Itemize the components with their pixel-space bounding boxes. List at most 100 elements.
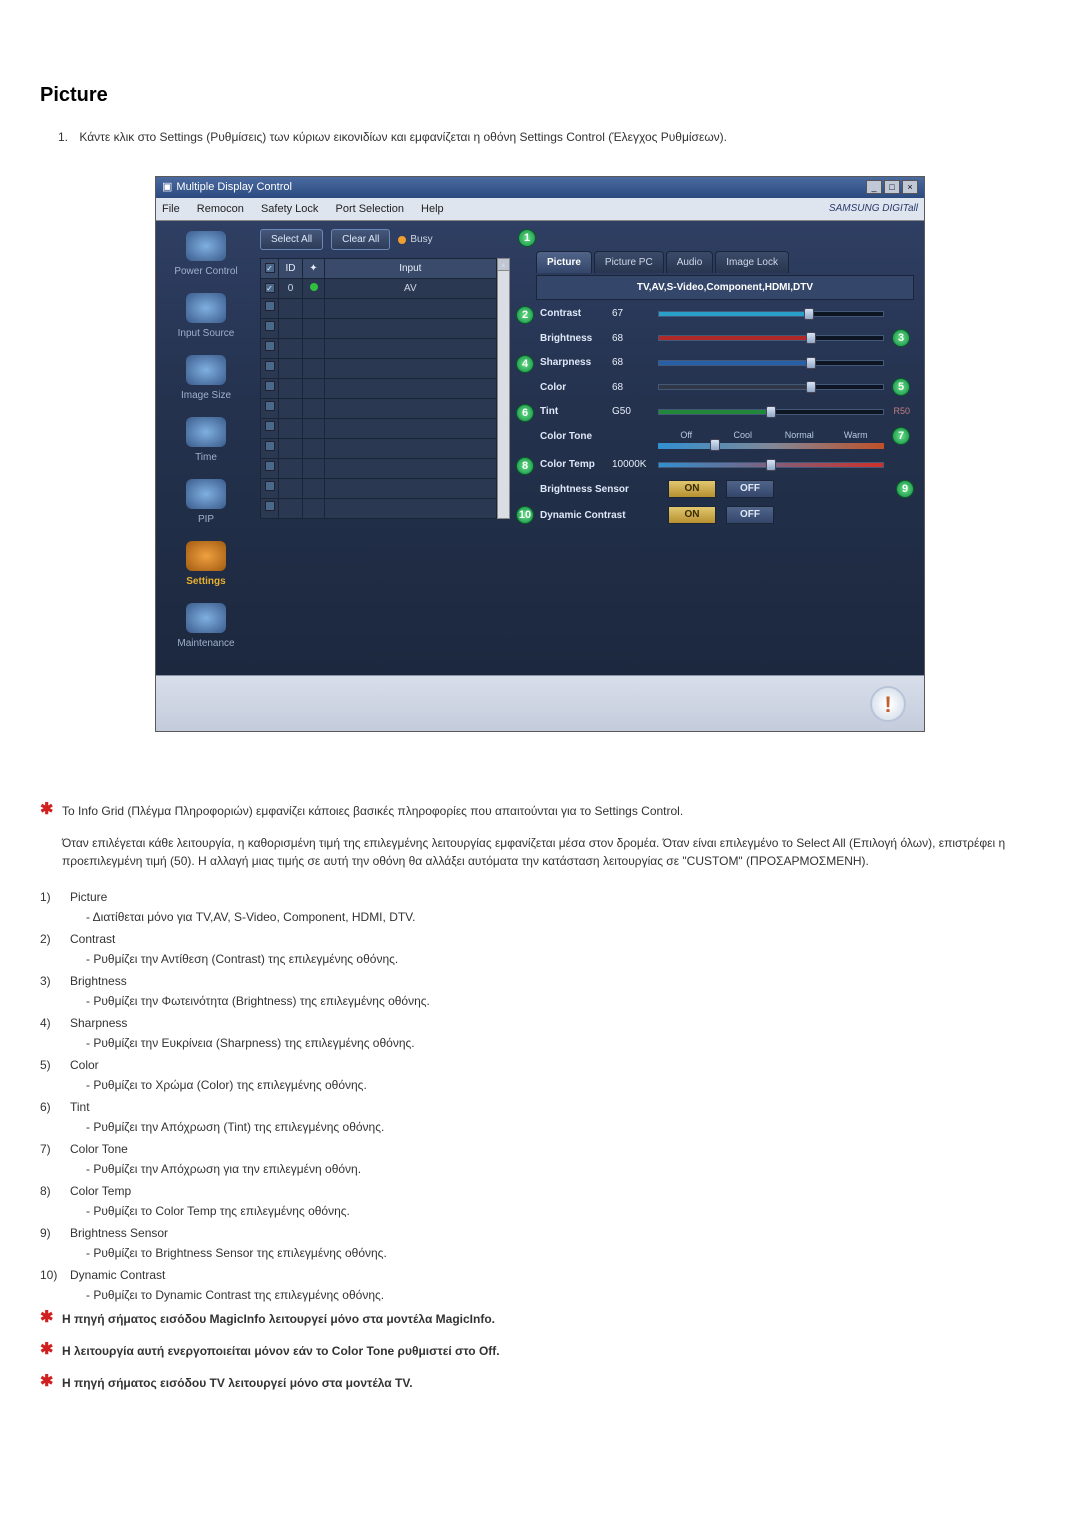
table-row[interactable]	[261, 419, 497, 439]
slider-tint[interactable]	[658, 409, 884, 415]
definition-item: 4)Sharpness- Ρυθμίζει την Ευκρίνεια (Sha…	[40, 1014, 1040, 1052]
table-row[interactable]	[261, 299, 497, 319]
menu-file[interactable]: File	[162, 203, 180, 215]
table-row[interactable]	[261, 439, 497, 459]
label-color-temp: Color Temp	[522, 457, 612, 472]
sidebar-item-pip[interactable]: PIP	[160, 479, 252, 527]
def-title: Color	[70, 1056, 367, 1074]
sidebar-label-pip: PIP	[160, 512, 252, 527]
tone-normal[interactable]: Normal	[771, 429, 828, 443]
menu-safety-lock[interactable]: Safety Lock	[261, 203, 318, 215]
table-row[interactable]	[261, 319, 497, 339]
row-checkbox[interactable]	[265, 481, 275, 491]
menu-port-selection[interactable]: Port Selection	[335, 203, 403, 215]
slider-sharpness[interactable]	[658, 360, 884, 366]
page-title: Picture	[40, 80, 1040, 110]
row-sharpness: 4 Sharpness 68	[522, 355, 910, 370]
sidebar-item-input[interactable]: Input Source	[160, 293, 252, 341]
table-row[interactable]: 0 AV	[261, 279, 497, 299]
sidebar-item-settings[interactable]: Settings	[160, 541, 252, 589]
table-row[interactable]	[261, 459, 497, 479]
table-row[interactable]	[261, 359, 497, 379]
tab-picture-pc[interactable]: Picture PC	[594, 251, 664, 273]
table-row[interactable]	[261, 339, 497, 359]
slider-color-temp[interactable]	[658, 462, 884, 468]
bold-note-text: Η πηγή σήματος εισόδου MagicInfo λειτουρ…	[62, 1310, 495, 1328]
settings-icon	[186, 541, 226, 571]
def-number: 6)	[40, 1098, 70, 1136]
row-checkbox[interactable]	[265, 361, 275, 371]
row-tint: 6 Tint G50 R50	[522, 404, 910, 419]
clear-all-button[interactable]: Clear All	[331, 229, 390, 250]
app-window: ▣ Multiple Display Control _ □ × File Re…	[155, 176, 925, 732]
value-contrast: 67	[612, 306, 658, 321]
menu-remocon[interactable]: Remocon	[197, 203, 244, 215]
tone-warm[interactable]: Warm	[828, 429, 885, 443]
row-checkbox[interactable]	[265, 301, 275, 311]
table-row[interactable]	[261, 379, 497, 399]
scroll-up-icon[interactable]: ▴	[498, 259, 509, 271]
def-title: Picture	[70, 888, 415, 906]
sidebar-item-maintenance[interactable]: Maintenance	[160, 603, 252, 651]
slider-color[interactable]	[658, 384, 884, 390]
tab-audio[interactable]: Audio	[666, 251, 714, 273]
bold-star-note: ✱Η πηγή σήματος εισόδου TV λειτουργεί μό…	[40, 1374, 1040, 1392]
label-tint: Tint	[522, 404, 612, 419]
menu-help[interactable]: Help	[421, 203, 444, 215]
grid-scrollbar[interactable]: ▴	[497, 258, 510, 519]
sidebar-item-power[interactable]: Power Control	[160, 231, 252, 279]
star-icon: ✱	[40, 802, 62, 820]
callout-1: 1	[518, 229, 536, 247]
select-all-button[interactable]: Select All	[260, 229, 323, 250]
row-checkbox[interactable]	[265, 401, 275, 411]
row-checkbox[interactable]	[265, 461, 275, 471]
dcontrast-off-button[interactable]: OFF	[726, 506, 774, 524]
value-tint: G50	[612, 404, 658, 419]
table-row[interactable]	[261, 479, 497, 499]
bsensor-off-button[interactable]: OFF	[726, 480, 774, 498]
def-desc: - Ρυθμίζει το Χρώμα (Color) της επιλεγμέ…	[86, 1076, 367, 1094]
input-icon	[186, 293, 226, 323]
definition-item: 7)Color Tone- Ρυθμίζει την Απόχρωση για …	[40, 1140, 1040, 1178]
definition-item: 10)Dynamic Contrast- Ρυθμίζει το Dynamic…	[40, 1266, 1040, 1304]
dcontrast-on-button[interactable]: ON	[668, 506, 716, 524]
minimize-button[interactable]: _	[866, 180, 882, 194]
definition-item: 1)Picture- Διατίθεται μόνο για TV,AV, S-…	[40, 888, 1040, 926]
tint-end-label: R50	[884, 405, 910, 419]
close-button[interactable]: ×	[902, 180, 918, 194]
def-desc: - Ρυθμίζει το Dynamic Contrast της επιλε…	[86, 1286, 384, 1304]
table-row[interactable]	[261, 499, 497, 519]
intro-number: 1.	[58, 128, 76, 146]
def-title: Brightness	[70, 972, 430, 990]
row-checkbox[interactable]	[265, 381, 275, 391]
row-dynamic-contrast: 10 Dynamic Contrast ON OFF	[522, 506, 910, 524]
def-number: 7)	[40, 1140, 70, 1178]
tab-image-lock[interactable]: Image Lock	[715, 251, 789, 273]
maximize-button[interactable]: □	[884, 180, 900, 194]
tone-off[interactable]: Off	[658, 429, 715, 443]
definition-item: 2)Contrast- Ρυθμίζει την Αντίθεση (Contr…	[40, 930, 1040, 968]
sidebar-item-image-size[interactable]: Image Size	[160, 355, 252, 403]
bsensor-on-button[interactable]: ON	[668, 480, 716, 498]
sidebar-item-time[interactable]: Time	[160, 417, 252, 465]
table-row[interactable]	[261, 399, 497, 419]
status-dot-icon	[310, 283, 318, 291]
row-checkbox[interactable]	[265, 321, 275, 331]
slider-contrast[interactable]	[658, 311, 884, 317]
row-color: Color 68 5	[522, 378, 910, 396]
busy-indicator: Busy	[398, 232, 432, 247]
row-checkbox[interactable]	[265, 421, 275, 431]
row-checkbox[interactable]	[265, 501, 275, 511]
callout-5: 5	[892, 378, 910, 396]
row-checkbox[interactable]	[265, 341, 275, 351]
tone-cool[interactable]: Cool	[715, 429, 772, 443]
header-checkbox[interactable]	[265, 263, 275, 273]
row-checkbox[interactable]	[265, 441, 275, 451]
time-icon	[186, 417, 226, 447]
definitions-list: 1)Picture- Διατίθεται μόνο για TV,AV, S-…	[40, 888, 1040, 1304]
tab-picture[interactable]: Picture	[536, 251, 592, 273]
row-checkbox[interactable]	[265, 283, 275, 293]
sliders-area: 2 Contrast 67 Brightness 68	[518, 300, 914, 536]
slider-brightness[interactable]	[658, 335, 884, 341]
settings-subheader: TV,AV,S-Video,Component,HDMI,DTV	[536, 275, 914, 300]
